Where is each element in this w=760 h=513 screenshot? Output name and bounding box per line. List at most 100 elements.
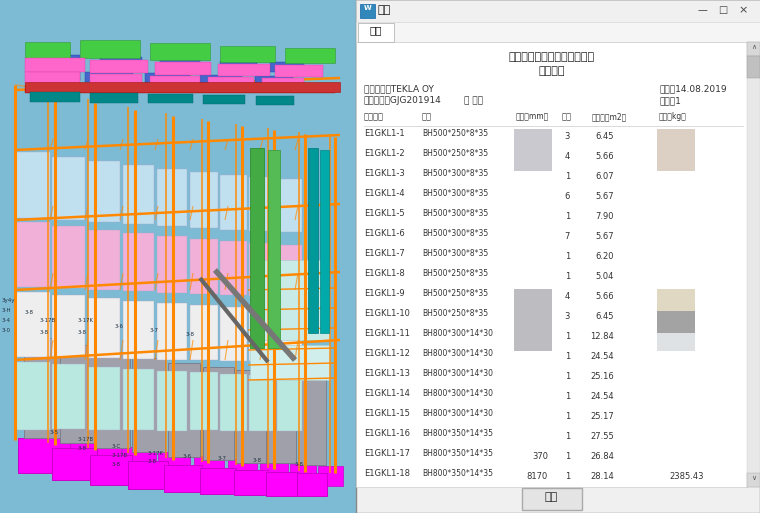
- Text: 1: 1: [565, 212, 570, 221]
- Bar: [220, 241, 247, 295]
- Bar: [514, 289, 552, 351]
- Bar: [220, 307, 247, 361]
- Text: □: □: [718, 5, 727, 15]
- Text: BH800*350*14*35: BH800*350*14*35: [422, 429, 493, 438]
- Text: E1GKL1-2: E1GKL1-2: [364, 149, 404, 158]
- Text: 3-17B: 3-17B: [78, 437, 94, 442]
- Bar: [208, 77, 254, 88]
- Text: BH500*250*8*35: BH500*250*8*35: [422, 149, 488, 158]
- Bar: [255, 76, 293, 85]
- Bar: [318, 466, 343, 486]
- Text: 7.90: 7.90: [596, 212, 614, 221]
- Bar: [249, 177, 275, 231]
- Bar: [747, 56, 760, 78]
- Bar: [320, 150, 329, 333]
- Bar: [128, 461, 168, 489]
- Bar: [52, 226, 85, 288]
- Text: BH800*350*14*35: BH800*350*14*35: [422, 449, 493, 458]
- Text: 页码：1: 页码：1: [659, 96, 681, 105]
- Bar: [220, 46, 275, 62]
- Bar: [145, 73, 190, 83]
- Bar: [277, 179, 302, 232]
- Bar: [35, 55, 80, 67]
- Text: E1GKL1-3: E1GKL1-3: [364, 169, 405, 178]
- Bar: [203, 367, 234, 460]
- Bar: [356, 42, 747, 487]
- Text: E1GKL1-16: E1GKL1-16: [364, 429, 410, 438]
- Text: 1: 1: [565, 412, 570, 421]
- Bar: [297, 473, 327, 496]
- Text: 3-7: 3-7: [218, 456, 227, 461]
- Text: 重量（kg）: 重量（kg）: [659, 112, 687, 121]
- Bar: [30, 92, 80, 102]
- Text: ∧: ∧: [751, 44, 756, 50]
- Bar: [356, 0, 760, 513]
- Text: BH800*300*14*30: BH800*300*14*30: [422, 369, 493, 378]
- Text: 5.67: 5.67: [595, 192, 614, 201]
- Bar: [270, 62, 304, 72]
- Text: E1GKL1-4: E1GKL1-4: [364, 189, 404, 198]
- Text: 长度（mm）: 长度（mm）: [516, 112, 549, 121]
- Bar: [123, 165, 154, 224]
- Bar: [285, 48, 335, 63]
- Bar: [25, 85, 335, 93]
- Bar: [18, 438, 70, 473]
- Bar: [52, 364, 85, 429]
- Text: 3-0: 3-0: [2, 328, 11, 333]
- Text: 1: 1: [565, 392, 570, 401]
- Text: 24.54: 24.54: [591, 392, 614, 401]
- Text: 清单: 清单: [378, 5, 391, 15]
- Text: 确认: 确认: [545, 492, 558, 502]
- Bar: [190, 172, 218, 228]
- Text: BH800*300*14*30: BH800*300*14*30: [422, 349, 493, 358]
- Text: 构件清单: 构件清单: [538, 66, 565, 76]
- Bar: [52, 295, 85, 357]
- Text: 3-8: 3-8: [253, 458, 262, 463]
- Text: E1GKL1-17: E1GKL1-17: [364, 449, 410, 458]
- Bar: [25, 72, 80, 84]
- Bar: [80, 40, 140, 58]
- Text: E1GKL1-5: E1GKL1-5: [364, 209, 404, 218]
- Bar: [88, 298, 120, 358]
- Text: 3-8: 3-8: [40, 330, 49, 335]
- Bar: [203, 95, 245, 104]
- Text: 1: 1: [565, 372, 570, 381]
- Text: BH500*250*8*35: BH500*250*8*35: [422, 289, 488, 298]
- Bar: [100, 57, 142, 68]
- Text: 3-5: 3-5: [50, 430, 59, 435]
- Bar: [194, 456, 224, 480]
- Bar: [747, 473, 760, 487]
- Bar: [234, 470, 268, 495]
- Text: 1: 1: [565, 252, 570, 261]
- Text: ∨: ∨: [751, 475, 756, 481]
- Bar: [267, 372, 296, 463]
- Bar: [266, 472, 298, 496]
- Bar: [157, 371, 187, 431]
- Bar: [290, 464, 316, 485]
- Bar: [249, 243, 275, 296]
- Text: E1GKL1-10: E1GKL1-10: [364, 309, 410, 318]
- Bar: [308, 148, 318, 333]
- Bar: [190, 239, 218, 294]
- Bar: [90, 60, 148, 73]
- Text: 5.67: 5.67: [595, 232, 614, 241]
- Text: E1GKL1-11: E1GKL1-11: [364, 329, 410, 338]
- Text: BH800*300*14*30: BH800*300*14*30: [422, 409, 493, 418]
- Bar: [657, 129, 695, 171]
- Bar: [275, 65, 323, 77]
- Text: 1: 1: [565, 352, 570, 361]
- Text: 制 表：: 制 表：: [464, 96, 483, 105]
- Bar: [90, 74, 142, 85]
- Text: 12.84: 12.84: [591, 332, 614, 341]
- Text: 3-8: 3-8: [25, 310, 34, 315]
- Text: E1GKL1-7: E1GKL1-7: [364, 249, 405, 258]
- Bar: [157, 169, 187, 226]
- Bar: [260, 462, 288, 484]
- Text: 数量: 数量: [562, 112, 572, 121]
- Text: E1GKL1-14: E1GKL1-14: [364, 389, 410, 398]
- Text: 3-17K: 3-17K: [78, 318, 94, 323]
- Text: 3-8: 3-8: [78, 446, 87, 451]
- Bar: [88, 230, 120, 290]
- Text: BH500*250*8*35: BH500*250*8*35: [422, 309, 488, 318]
- Bar: [356, 22, 760, 42]
